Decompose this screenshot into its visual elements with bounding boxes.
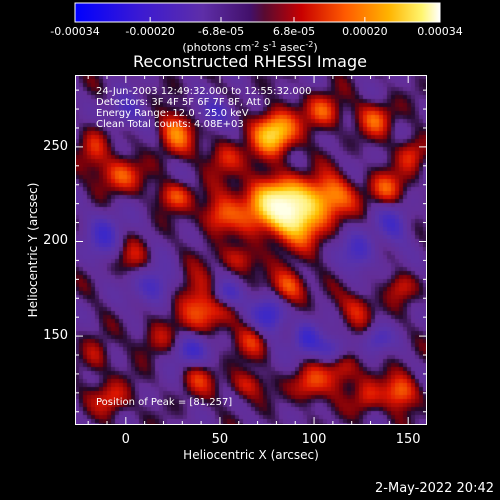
heatmap-image	[75, 75, 427, 425]
footer-date: 2-May-2022 20:42	[375, 481, 494, 496]
annotation-peak-position: Position of Peak = [81,257]	[96, 397, 233, 408]
annotation-detectors: Detectors: 3F 4F 5F 6F 7F 8F, Att 0	[96, 97, 271, 108]
colorbar-gradient	[74, 2, 441, 23]
colorbar-tick-label: 6.8e-05	[272, 25, 316, 38]
y-tick-label: 150	[43, 328, 68, 344]
colorbar-tick-label: -6.8e-05	[197, 25, 245, 38]
plot-frame	[75, 75, 427, 425]
colorbar-tick-label: 0.00020	[342, 25, 388, 38]
chart-title: Reconstructed RHESSI Image	[133, 52, 367, 71]
plot-axes	[75, 75, 427, 425]
annotation-time-range: 24-Jun-2003 12:49:32.000 to 12:55:32.000	[96, 86, 312, 97]
x-tick-label: 0	[121, 432, 130, 447]
annotation-energy-range: Energy Range: 12.0 - 25.0 keV	[96, 108, 249, 119]
y-axis-label: Heliocentric Y (arcsec)	[26, 182, 40, 318]
colorbar-unit-label: (photons cm-2 s-1 asec-2)	[182, 40, 318, 54]
annotation-counts: Clean Total counts: 4.08E+03	[96, 119, 244, 130]
colorbar-tick-label: -0.00020	[125, 25, 175, 38]
heatmap-plot-area	[75, 75, 427, 425]
x-axis-label: Heliocentric X (arcsec)	[183, 448, 319, 462]
colorbar-tick-label: 0.00034	[417, 25, 463, 38]
x-tick-label: 50	[211, 432, 229, 447]
y-tick-label: 250	[43, 138, 68, 154]
colorbar-tick-label: -0.00034	[50, 25, 100, 38]
x-tick-label: 100	[301, 432, 327, 447]
axis-tick-marks	[75, 75, 427, 425]
colorbar-tick-marks	[74, 17, 441, 22]
colorbar	[74, 2, 441, 23]
x-tick-label: 150	[395, 432, 421, 447]
y-tick-label: 200	[43, 233, 68, 249]
